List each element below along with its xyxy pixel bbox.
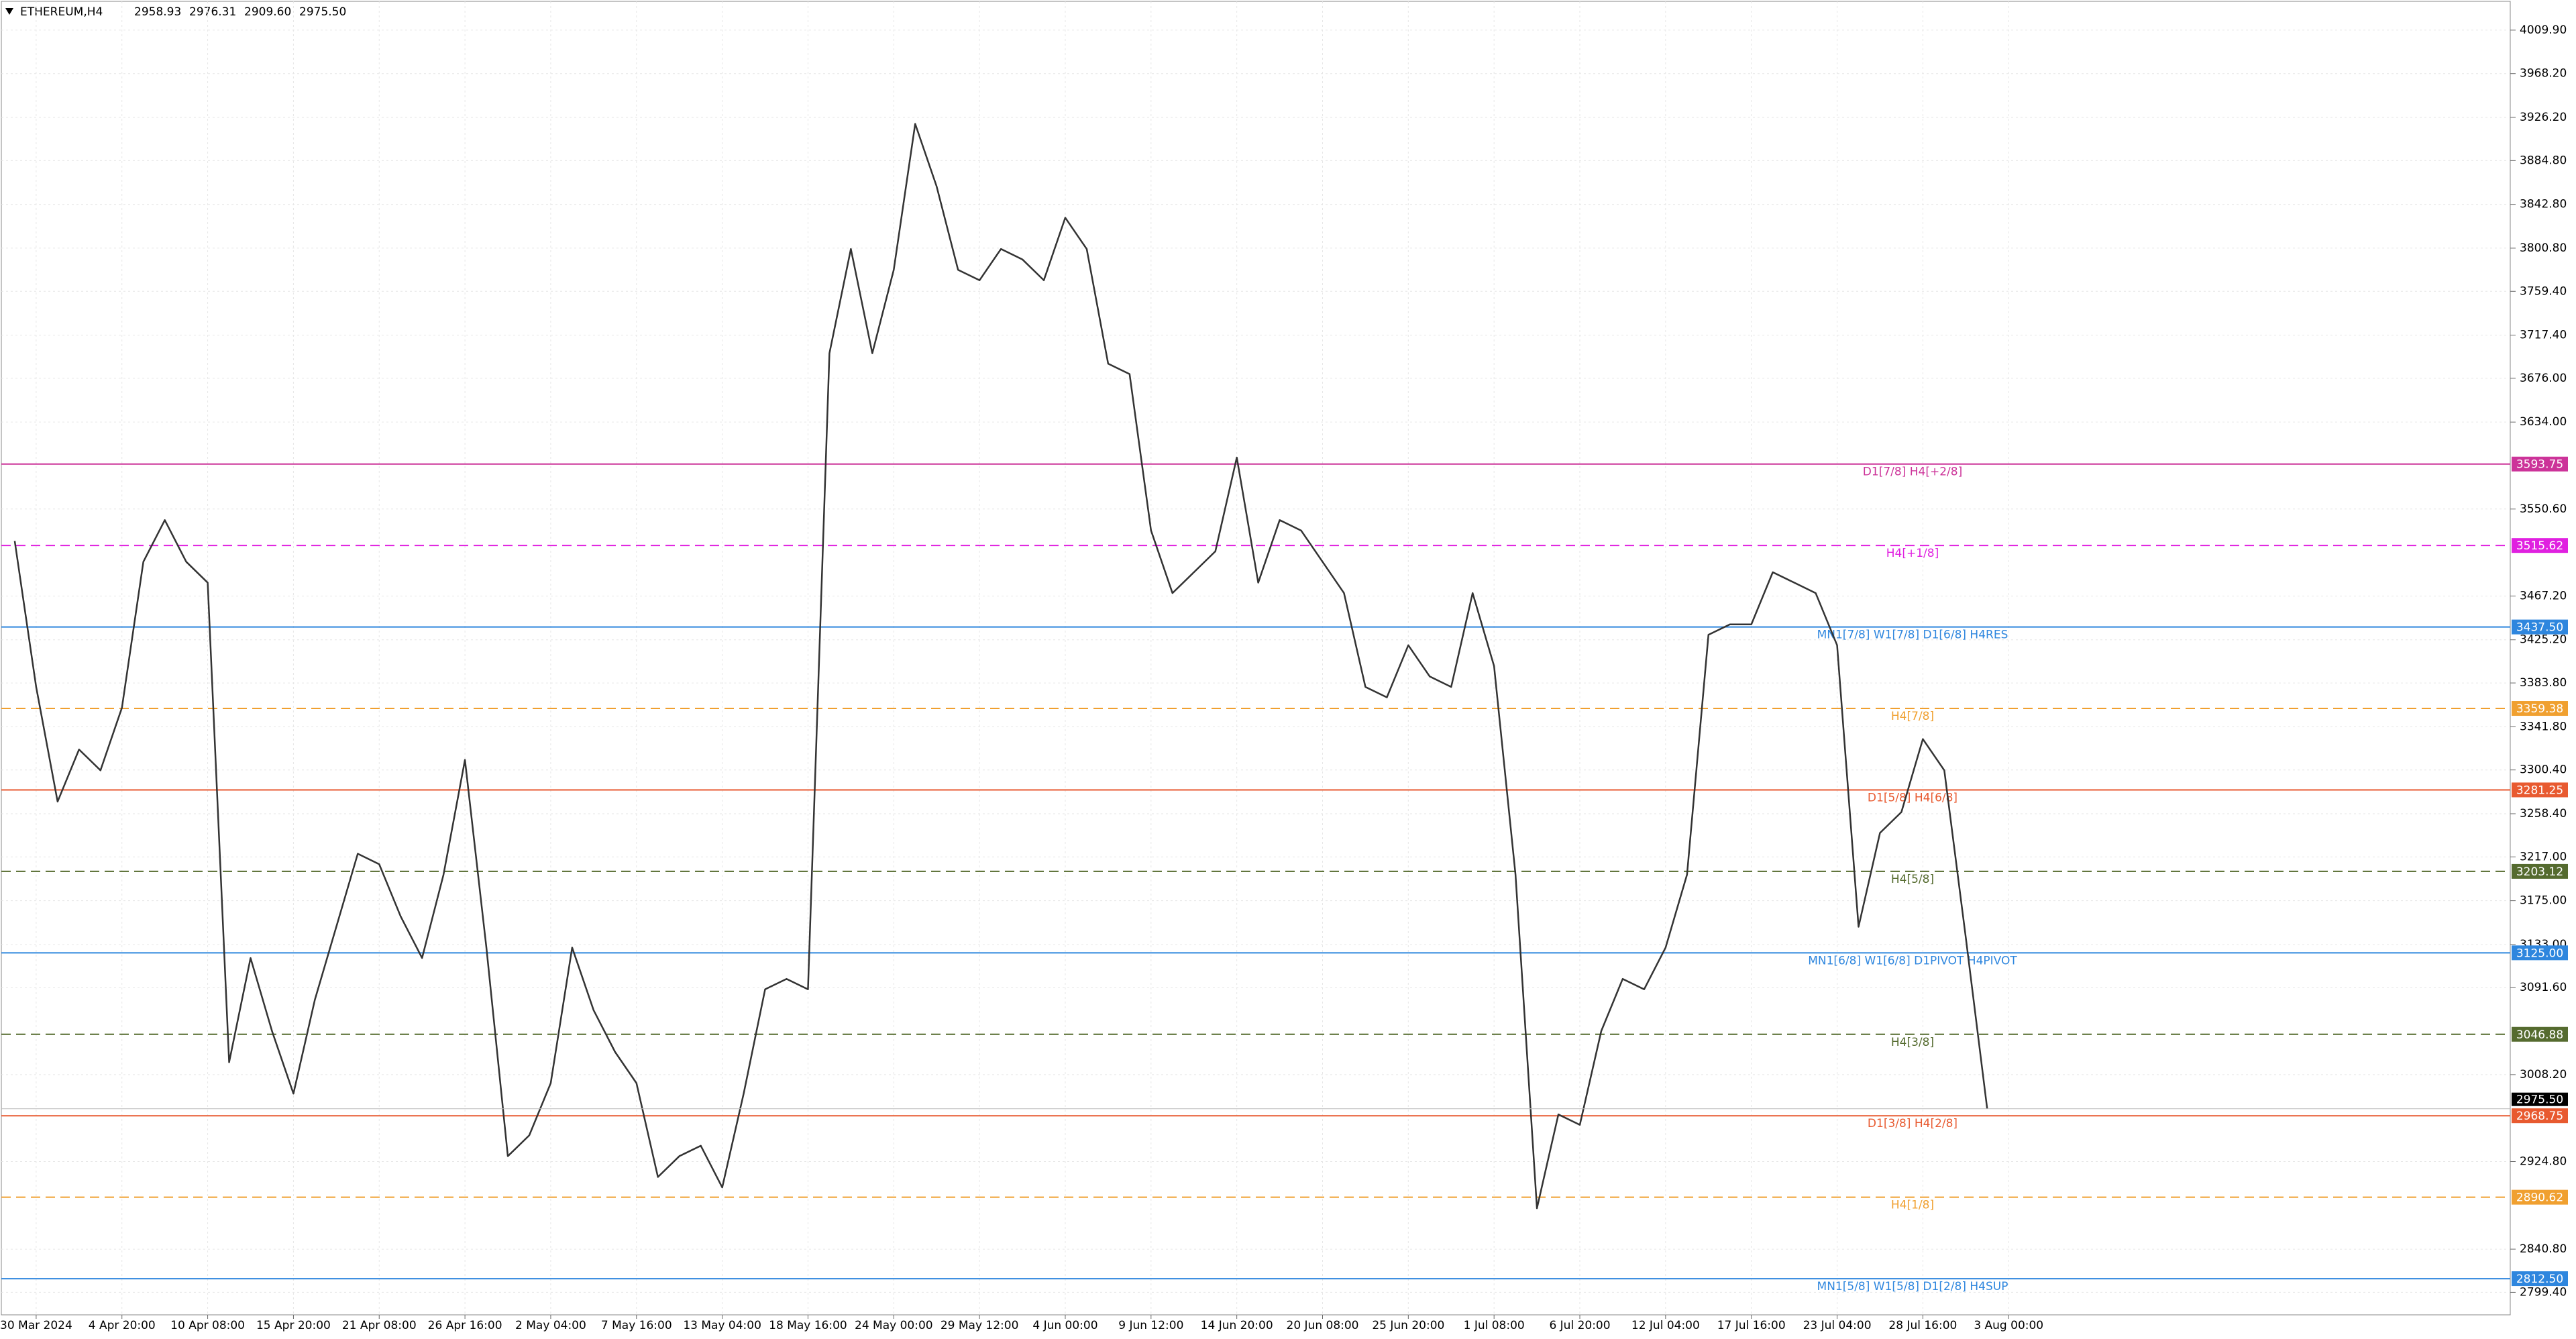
price-tag (2512, 619, 2568, 635)
price-tag (2512, 456, 2568, 472)
y-tick-label: 3884.80 (2520, 154, 2567, 167)
x-tick-label: 13 May 04:00 (683, 1319, 761, 1332)
price-tags: 3593.75 3515.62 3437.50 3359.38 3281.25 3203.… (2512, 456, 2568, 1287)
price-tag (2512, 1026, 2568, 1042)
y-tick-label: 3550.60 (2520, 502, 2567, 516)
price-tag-label: 2968.75 (2516, 1110, 2563, 1123)
price-tag (2512, 945, 2568, 961)
price-line (13, 123, 1988, 1210)
price-tag-label: 3437.50 (2516, 621, 2563, 635)
y-tick-label: 4009.90 (2520, 23, 2567, 37)
level-label: H4[7/8] (1891, 710, 1934, 723)
y-tick-label: 3968.20 (2520, 67, 2567, 81)
x-tick-label: 10 Apr 08:00 (170, 1319, 245, 1332)
chart-title: ETHEREUM,H4 (20, 5, 103, 19)
price-tag (2512, 1108, 2568, 1124)
y-tick-label: 3383.80 (2520, 676, 2567, 690)
x-tick-label: 4 Jun 00:00 (1032, 1319, 1097, 1332)
x-tick-label: 28 Jul 16:00 (1888, 1319, 1957, 1332)
y-tick-label: 2924.80 (2520, 1155, 2567, 1169)
price-tag (2512, 701, 2568, 716)
x-tick-label: 4 Apr 20:00 (89, 1319, 156, 1332)
y-tick-label: 3300.40 (2520, 763, 2567, 777)
price-tag-label: 3046.88 (2516, 1028, 2563, 1042)
level-label: MN1[7/8] W1[7/8] D1[6/8] H4RES (1817, 629, 2008, 642)
y-tick-label: 3425.20 (2520, 633, 2567, 647)
x-tick-label: 1 Jul 08:00 (1464, 1319, 1525, 1332)
level-label: MN1[5/8] W1[5/8] D1[2/8] H4SUP (1817, 1280, 2008, 1293)
x-tick-label: 30 Mar 2024 (0, 1319, 72, 1332)
plot-frame (1, 1, 2511, 1316)
level-label: H4[5/8] (1891, 873, 1934, 886)
x-tick-label: 21 Apr 08:00 (342, 1319, 417, 1332)
y-tick-label: 2799.40 (2520, 1285, 2567, 1299)
ohlc-value: 2909.60 (244, 5, 291, 19)
level-label: H4[3/8] (1891, 1036, 1934, 1049)
x-tick-label: 17 Jul 16:00 (1717, 1319, 1786, 1332)
price-tag-label: 3593.75 (2516, 458, 2563, 472)
y-tick-label: 3676.00 (2520, 372, 2567, 385)
price-tag-label: 3125.00 (2516, 947, 2563, 960)
y-tick-label: 3341.80 (2520, 720, 2567, 733)
x-tick-label: 20 Jun 08:00 (1287, 1319, 1359, 1332)
y-tick-label: 2840.80 (2520, 1242, 2567, 1256)
x-tick-label: 25 Jun 20:00 (1372, 1319, 1444, 1332)
price-tag-label: 3203.12 (2516, 865, 2563, 879)
price-tag-label: 3281.25 (2516, 784, 2563, 797)
level-label: D1[7/8] H4[+2/8] (1863, 466, 1962, 479)
y-tick-label: 3926.20 (2520, 111, 2567, 124)
y-tick-label: 3008.20 (2520, 1068, 2567, 1081)
current-price-label: 2975.50 (2516, 1093, 2563, 1107)
level-label: D1[5/8] H4[6/8] (1868, 791, 1957, 804)
x-tick-label: 15 Apr 20:00 (256, 1319, 331, 1332)
y-tick-label: 3258.40 (2520, 807, 2567, 820)
level-label: H4[+1/8] (1886, 547, 1939, 560)
x-tick-label: 24 May 00:00 (855, 1319, 933, 1332)
y-tick-label: 3717.40 (2520, 329, 2567, 342)
x-tick-label: 18 May 16:00 (769, 1319, 847, 1332)
current-price-tag (2512, 1092, 2568, 1106)
price-tag-label: 2890.62 (2516, 1191, 2563, 1205)
price-tag-label: 3359.38 (2516, 702, 2563, 716)
y-tick-label: 3175.00 (2520, 894, 2567, 908)
y-tick-label: 3634.00 (2520, 415, 2567, 429)
ohlc-value: 2958.93 (134, 5, 181, 19)
menu-arrow[interactable] (5, 8, 13, 15)
y-tick-label: 3091.60 (2520, 981, 2567, 994)
ohlc-value: 2975.50 (299, 5, 346, 19)
y-tick-label: 3842.80 (2520, 198, 2567, 211)
x-tick-label: 9 Jun 12:00 (1118, 1319, 1183, 1332)
price-tag (2512, 538, 2568, 553)
level-label: MN1[6/8] W1[6/8] D1PIVOT H4PIVOT (1808, 954, 2017, 967)
x-tick-label: 2 May 04:00 (515, 1319, 586, 1332)
x-tick-label: 7 May 16:00 (601, 1319, 672, 1332)
price-tag (2512, 863, 2568, 879)
y-tick-label: 3467.20 (2520, 589, 2567, 602)
level-label: D1[3/8] H4[2/8] (1868, 1117, 1957, 1130)
y-tick-label: 3759.40 (2520, 284, 2567, 298)
x-tick-label: 29 May 12:00 (941, 1319, 1019, 1332)
x-tick-label: 12 Jul 04:00 (1631, 1319, 1700, 1332)
y-tick-label: 3217.00 (2520, 850, 2567, 863)
price-tag-label: 3515.62 (2516, 539, 2563, 553)
x-tick-label: 26 Apr 16:00 (428, 1319, 502, 1332)
price-tag (2512, 1271, 2568, 1287)
price-tag (2512, 1189, 2568, 1205)
price-tag-label: 2812.50 (2516, 1273, 2563, 1286)
y-tick-label: 3800.80 (2520, 242, 2567, 255)
level-label: H4[1/8] (1891, 1199, 1934, 1212)
x-tick-label: 6 Jul 20:00 (1549, 1319, 1610, 1332)
x-tick-label: 3 Aug 00:00 (1974, 1319, 2043, 1332)
x-tick-label: 14 Jun 20:00 (1201, 1319, 1273, 1332)
ohlc-value: 2976.31 (189, 5, 236, 19)
price-tag (2512, 782, 2568, 798)
x-tick-label: 23 Jul 04:00 (1803, 1319, 1872, 1332)
